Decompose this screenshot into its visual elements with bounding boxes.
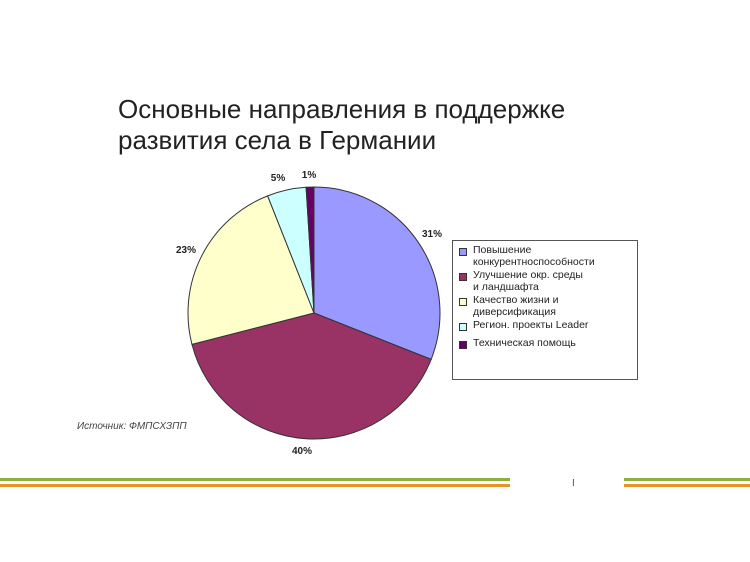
slice-percent-label: 5% bbox=[271, 173, 286, 184]
legend-swatch bbox=[459, 323, 467, 331]
chart-title-line-1: Основные направления в поддержке bbox=[118, 94, 566, 124]
slice-percent-label: 23% bbox=[176, 245, 196, 256]
orange-stripe-left bbox=[0, 484, 510, 487]
pie-slice bbox=[313, 186, 441, 361]
legend-item: Качество жизни и диверсификация bbox=[459, 294, 633, 318]
legend-label: Регион. проекты Leader bbox=[473, 319, 589, 331]
slice-percent-label: 40% bbox=[292, 446, 312, 457]
slice-percent-label: 1% bbox=[302, 170, 317, 181]
chart-legend: Повышение конкурентноспособности Улучшен… bbox=[452, 240, 638, 380]
page-marker: I bbox=[572, 478, 575, 489]
green-stripe-left bbox=[0, 478, 510, 481]
legend-swatch bbox=[459, 298, 467, 306]
slice-percent-label: 31% bbox=[422, 229, 442, 240]
legend-item: Регион. проекты Leader bbox=[459, 319, 633, 331]
legend-swatch bbox=[459, 248, 467, 256]
legend-label: Качество жизни и диверсификация bbox=[473, 294, 559, 318]
pie-slice bbox=[191, 312, 432, 440]
pie-slice bbox=[187, 195, 315, 345]
legend-swatch bbox=[459, 273, 467, 281]
legend-label: Повышение конкурентноспособности bbox=[473, 244, 595, 268]
green-stripe-right bbox=[624, 478, 750, 481]
legend-label: Улучшение окр. среды и ландшафта bbox=[473, 269, 583, 293]
chart-title-line-2: развития села в Германии bbox=[118, 125, 437, 155]
legend-item: Техническая помощь bbox=[459, 337, 633, 349]
legend-item: Улучшение окр. среды и ландшафта bbox=[459, 269, 633, 293]
legend-label: Техническая помощь bbox=[473, 337, 576, 349]
chart-title: Основные направления в поддержке развити… bbox=[118, 94, 638, 156]
orange-stripe-right bbox=[624, 484, 750, 487]
legend-swatch bbox=[459, 341, 467, 349]
legend-item: Повышение конкурентноспособности bbox=[459, 244, 633, 268]
pie-slice bbox=[305, 186, 315, 314]
source-note: Источник: ФМПСХЗПП bbox=[77, 421, 187, 432]
